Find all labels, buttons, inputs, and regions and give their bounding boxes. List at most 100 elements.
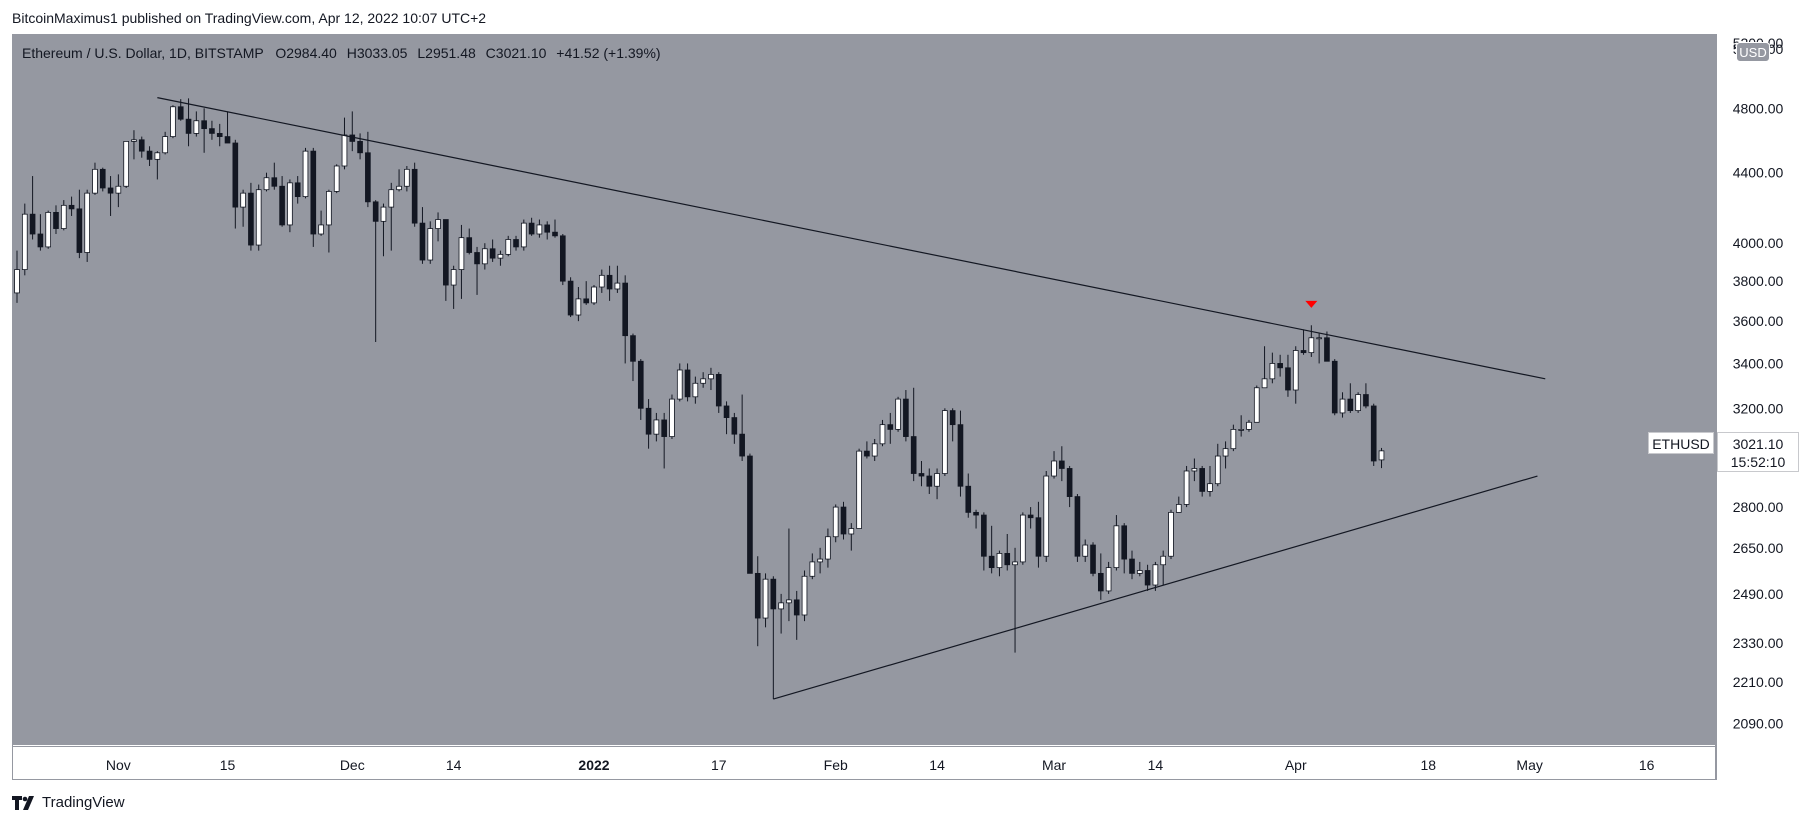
candle-up [1355,392,1361,413]
candle-down [1074,493,1081,562]
candle-down [1285,354,1291,397]
candle-down [1035,501,1042,568]
candle-body [1316,337,1322,340]
candle-body [895,398,901,430]
candle-up [825,528,831,568]
candle-body [349,134,356,142]
publisher-line: BitcoinMaximus1 published on TradingView… [12,10,487,26]
candle-up [801,570,808,622]
candle-up [598,269,605,293]
price-tick-label: 3600.00 [1733,313,1784,329]
candle-body [653,419,660,435]
candle-down [1121,523,1128,574]
candle-body [1378,450,1385,461]
candle-up [45,210,52,249]
candle-up [84,189,90,262]
candle-down [489,239,496,262]
candle-down [918,460,925,487]
candle-down [1300,329,1307,355]
candle-body [606,274,613,290]
candle-body [326,191,332,226]
candle-body [1222,448,1229,457]
candle-down [29,176,36,240]
candle-up [404,165,410,192]
candle-body [692,382,699,398]
footer-brand[interactable]: TradingView [42,794,125,811]
price-tick-label: 4400.00 [1733,165,1784,181]
legend-title: Ethereum / U.S. Dollar, 1D, BITSTAMP [22,45,264,61]
candle-up [505,235,512,257]
candle-body [271,177,278,187]
candle-body [552,231,558,237]
candle-body [521,222,527,248]
candle-down [567,277,574,318]
candle-body [1020,514,1026,563]
candle-down [622,275,629,364]
candle-body [443,219,449,286]
candle-body [1191,468,1198,472]
candle-body [1214,455,1221,485]
markers-layer [1305,300,1318,308]
candle-body [918,473,925,477]
candle-body [661,419,667,437]
candle-body [1370,405,1377,462]
time-tick-label: May [1516,757,1542,773]
candle-up [1012,547,1018,653]
candle-up [1238,415,1244,437]
candle-body [1090,544,1096,574]
candle-down [513,235,519,251]
candle-up [521,219,527,251]
price-tick-label: 2210.00 [1733,674,1784,690]
price-tick-label: 2800.00 [1733,499,1784,515]
legend-open-label: O [275,45,287,61]
time-tick-label: Dec [340,757,365,773]
candle-body [1339,398,1346,414]
candle-up [396,169,402,192]
candle-down [645,399,652,449]
last-price-tag: 3021.10 15:52:10 [1717,432,1799,472]
candle-body [255,189,262,246]
candle-up [497,250,504,266]
time-tick-label: 14 [1148,757,1164,773]
candle-down [1347,383,1354,413]
candle-body [1230,428,1237,450]
candle-up [435,212,441,242]
candle-down [949,408,956,442]
candle-body [1238,428,1244,431]
candle-body [778,602,784,610]
legend-low-label: L [417,45,426,61]
time-tick-label: 14 [929,757,945,773]
chart-plot-area[interactable] [13,35,1715,745]
candle-body [1136,570,1143,574]
price-tick-label: 4800.00 [1733,100,1784,116]
candles-layer [14,98,1385,700]
price-axis-border [1716,34,1717,780]
candle-body [700,378,706,384]
time-tick-label: Mar [1042,757,1066,773]
candle-body [388,189,395,208]
candle-down [232,139,239,229]
candle-up [193,111,200,137]
candle-body [731,417,738,435]
candle-up [1020,512,1026,565]
candle-body [1324,337,1330,362]
time-tick-label: Feb [824,757,848,773]
candle-body [622,282,629,337]
candle-down [271,162,278,190]
candle-up [1207,465,1213,497]
candle-up [676,363,683,402]
candle-down [201,108,207,153]
candle-body [357,141,363,154]
candle-down [973,509,979,529]
candle-body [988,555,995,569]
candle-down [1097,553,1104,600]
candle-body [809,561,816,577]
candle-up [1160,550,1167,586]
candle-body [1105,567,1112,592]
candle-up [1113,515,1120,571]
currency-button[interactable]: USD [1736,42,1770,62]
candle-body [287,182,293,226]
candle-down [1277,354,1283,377]
candle-body [411,168,418,224]
